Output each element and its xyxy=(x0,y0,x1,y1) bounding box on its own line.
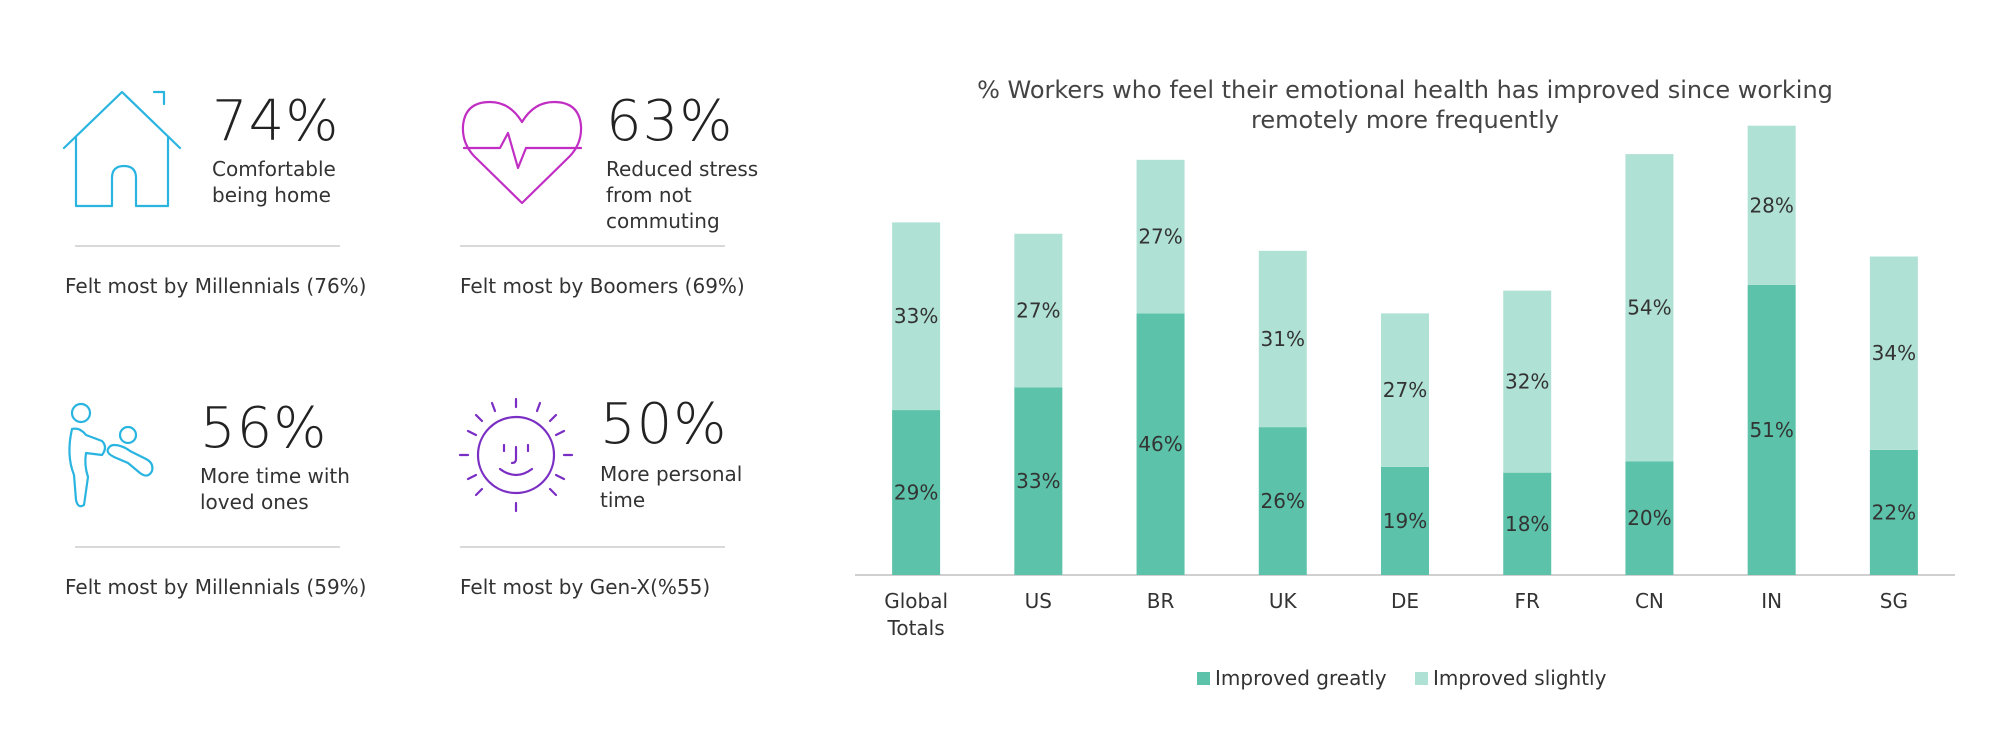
divider xyxy=(75,245,340,247)
legend-swatch xyxy=(1415,672,1428,685)
data-label: 33% xyxy=(1016,469,1060,493)
data-label: 54% xyxy=(1627,296,1671,320)
data-label: 46% xyxy=(1138,432,1182,456)
stat-description-line: being home xyxy=(212,183,331,207)
stat-description-line: loved ones xyxy=(200,490,309,514)
stat-card-personal-time: 50% More personal time Felt most by Gen-… xyxy=(458,392,760,695)
chart-svg: % Workers who feel their emotional healt… xyxy=(855,76,1955,690)
bar-segment-improved-slightly xyxy=(1503,290,1552,473)
stat-note: Felt most by Millennials (59%) xyxy=(65,575,367,599)
data-label: 26% xyxy=(1261,489,1305,513)
stat-description-line: commuting xyxy=(606,209,720,233)
bar-segment-improved-slightly xyxy=(892,222,941,411)
stat-description-line: More time with xyxy=(200,464,350,488)
data-label: 31% xyxy=(1261,327,1305,351)
bar-segment-improved-greatly xyxy=(1503,472,1552,575)
stat-description-line: from not xyxy=(606,183,692,207)
bar-segment-improved-greatly xyxy=(1869,449,1918,575)
bar-segment-improved-slightly xyxy=(1381,313,1429,467)
stat-description: More personal time xyxy=(600,461,770,513)
stat-description-line: time xyxy=(600,488,646,512)
divider xyxy=(460,245,725,247)
stat-note: Felt most by Gen-X(%55) xyxy=(460,575,711,599)
x-tick-label: UK xyxy=(1269,589,1298,613)
stat-card-loved-ones: 56% More time with loved ones Felt most … xyxy=(62,395,366,695)
x-tick-label: FR xyxy=(1515,589,1541,613)
bar-segment-improved-greatly xyxy=(1136,313,1185,575)
x-tick-label: SG xyxy=(1880,589,1908,613)
stat-description-line: Reduced stress xyxy=(606,157,759,181)
stat-value: 50% xyxy=(600,392,728,457)
bar-segment-improved-slightly xyxy=(1747,125,1796,285)
data-label: 32% xyxy=(1505,370,1549,394)
stat-note: Felt most by Millennials (76%) xyxy=(65,274,367,298)
x-tick-label: Global xyxy=(884,589,948,613)
stat-description: More time with loved ones xyxy=(200,463,370,515)
chart-title-line: remotely more frequently xyxy=(1251,106,1559,134)
stat-description: Reduced stress from not commuting xyxy=(606,156,776,234)
bar-segment-improved-greatly xyxy=(1625,461,1674,575)
house-icon xyxy=(62,88,187,213)
x-tick-label: US xyxy=(1025,589,1052,613)
bar-segment-improved-slightly xyxy=(1869,256,1918,450)
data-label: 51% xyxy=(1749,418,1793,442)
bar-segment-improved-greatly xyxy=(1258,427,1307,575)
data-label: 19% xyxy=(1383,509,1427,533)
legend-label: Improved slightly xyxy=(1433,666,1607,690)
stat-description: Comfortable being home xyxy=(212,156,382,208)
data-label: 27% xyxy=(1016,299,1060,323)
legend-label: Improved greatly xyxy=(1215,666,1387,690)
stat-card-comfortable-home: 74% Comfortable being home Felt most by … xyxy=(62,88,366,388)
heart-pulse-icon xyxy=(460,88,585,208)
bar-segment-improved-greatly xyxy=(892,410,941,575)
data-label: 29% xyxy=(894,481,938,505)
stat-description-line: More personal xyxy=(600,462,743,486)
data-label: 22% xyxy=(1872,500,1916,524)
data-label: 20% xyxy=(1627,506,1671,530)
data-label: 27% xyxy=(1383,378,1427,402)
chart-title-line: % Workers who feel their emotional healt… xyxy=(977,76,1833,104)
data-label: 28% xyxy=(1749,193,1793,217)
x-tick-label: IN xyxy=(1761,589,1782,613)
divider xyxy=(75,546,340,548)
x-tick-label: DE xyxy=(1391,589,1419,613)
x-tick-label: Totals xyxy=(887,616,945,640)
bar-segment-improved-slightly xyxy=(1136,159,1185,314)
data-label: 27% xyxy=(1138,225,1182,249)
data-label: 18% xyxy=(1505,512,1549,536)
bar-segment-improved-slightly xyxy=(1258,250,1307,428)
x-tick-label: CN xyxy=(1635,589,1664,613)
emotional-health-chart: % Workers who feel their emotional healt… xyxy=(845,60,1965,720)
sun-face-icon xyxy=(458,395,580,515)
data-label: 33% xyxy=(894,304,938,328)
stat-value: 63% xyxy=(606,89,734,154)
stat-value: 74% xyxy=(212,89,340,154)
bar-segment-improved-greatly xyxy=(1381,466,1429,575)
stat-value: 56% xyxy=(200,396,328,461)
bar-segment-improved-greatly xyxy=(1014,387,1063,575)
divider xyxy=(460,546,725,548)
stat-description-line: Comfortable xyxy=(212,157,336,181)
family-icon xyxy=(62,395,182,515)
stat-note: Felt most by Boomers (69%) xyxy=(460,274,745,298)
bar-segment-improved-slightly xyxy=(1625,154,1674,462)
stat-card-reduced-stress: 63% Reduced stress from not commuting Fe… xyxy=(460,88,760,388)
x-tick-label: BR xyxy=(1147,589,1175,613)
bar-segment-improved-greatly xyxy=(1747,284,1796,575)
legend-swatch xyxy=(1197,672,1210,685)
data-label: 34% xyxy=(1872,341,1916,365)
bar-segment-improved-slightly xyxy=(1014,233,1063,388)
